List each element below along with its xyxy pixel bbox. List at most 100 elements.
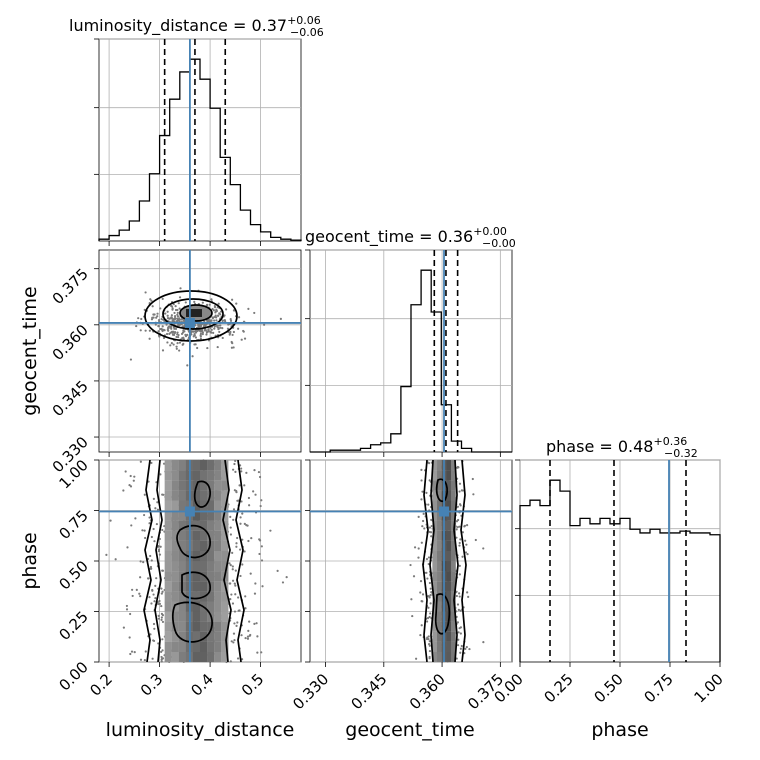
density-cell xyxy=(437,480,442,491)
density-cell xyxy=(207,591,215,602)
scatter-point xyxy=(161,657,165,660)
scatter-point xyxy=(210,328,213,331)
scatter-point xyxy=(221,319,224,322)
scatter-point xyxy=(152,313,156,316)
density-cell xyxy=(221,621,229,632)
scatter-point xyxy=(218,330,221,334)
scatter-point xyxy=(154,584,157,587)
scatter-point xyxy=(427,595,430,598)
density-cell xyxy=(171,561,179,572)
density-cell xyxy=(437,550,442,562)
density-cell xyxy=(178,500,186,511)
scatter-point xyxy=(455,536,458,539)
panel-geocent-time-hist: geocent_time = 0.36+0.00 −0.00 xyxy=(305,225,516,457)
scatter-point xyxy=(170,327,173,330)
scatter-point xyxy=(229,533,233,536)
scatter-point xyxy=(157,614,160,618)
scatter-point xyxy=(459,651,462,654)
scatter-point xyxy=(125,608,129,611)
scatter-point xyxy=(420,624,423,627)
scatter-point xyxy=(455,594,458,598)
scatter-point xyxy=(157,544,160,548)
scatter-point xyxy=(458,541,461,545)
density-cell xyxy=(432,621,438,632)
scatter-point xyxy=(237,596,240,599)
density-cell xyxy=(221,480,229,491)
scatter-point xyxy=(234,470,237,473)
scatter-point xyxy=(429,612,432,615)
scatter-point xyxy=(162,462,166,465)
scatter-point xyxy=(176,308,179,312)
density-cell xyxy=(214,561,222,572)
scatter-point xyxy=(213,327,216,330)
scatter-point xyxy=(166,341,169,344)
scatter-point xyxy=(147,577,150,580)
scatter-point xyxy=(154,597,157,600)
density-cell xyxy=(207,510,215,521)
contour-middle xyxy=(162,298,224,330)
scatter-point xyxy=(186,333,189,336)
truth-crosshair xyxy=(99,250,301,452)
scatter-point xyxy=(410,598,413,601)
scatter-point xyxy=(459,647,462,650)
scatter-point xyxy=(138,592,141,595)
scatter-point xyxy=(240,338,243,341)
scatter-point xyxy=(217,328,220,331)
scatter-point xyxy=(235,489,238,493)
scatter-point xyxy=(181,325,184,328)
density-cell xyxy=(432,490,438,501)
density-cell xyxy=(207,561,215,572)
density-cell xyxy=(446,591,452,602)
density-cell xyxy=(178,611,186,622)
scatter-point xyxy=(458,544,461,547)
scatter-point xyxy=(182,342,185,345)
density-cell xyxy=(446,561,452,572)
scatter-point xyxy=(461,489,464,492)
scatter-point xyxy=(149,565,153,569)
density-cell xyxy=(446,540,452,551)
scatter-point xyxy=(178,317,181,320)
scatter-point xyxy=(420,541,423,544)
density-cell xyxy=(451,591,456,602)
density-cell xyxy=(200,571,208,582)
scatter-point xyxy=(456,621,459,624)
density-cell xyxy=(207,621,215,632)
density-cell xyxy=(432,611,438,622)
scatter-point xyxy=(243,337,247,340)
scatter-point xyxy=(162,493,165,496)
scatter-point xyxy=(250,537,253,540)
density-cell xyxy=(437,500,442,511)
scatter-point xyxy=(425,620,429,623)
ticks xyxy=(305,249,501,457)
scatter-point xyxy=(430,524,433,528)
scatter-point xyxy=(223,318,226,322)
scatter-point xyxy=(234,584,237,587)
scatter-point xyxy=(215,319,218,322)
density-cell xyxy=(171,621,179,632)
scatter-point xyxy=(217,302,220,305)
scatter-point xyxy=(464,551,468,554)
scatter-point xyxy=(238,484,241,487)
scatter-point xyxy=(229,515,232,518)
title-geocent-time: geocent_time = 0.36+0.00 xyxy=(305,225,507,247)
scatter-point xyxy=(173,318,176,321)
scatter-point xyxy=(201,331,205,334)
scatter-point xyxy=(426,617,430,620)
density-cell xyxy=(178,651,186,662)
scatter-point xyxy=(194,331,198,334)
scatter-point xyxy=(133,475,136,478)
scatter-point xyxy=(458,592,461,595)
panel-phase-vs-geocent xyxy=(305,459,513,667)
scatter-point xyxy=(114,558,117,561)
scatter-point xyxy=(233,638,236,642)
scatter-point xyxy=(458,627,461,630)
density-cell xyxy=(200,520,208,531)
density-cell xyxy=(171,470,179,481)
xlabel-phase: phase xyxy=(591,719,648,741)
density-cell xyxy=(171,550,179,562)
ticks xyxy=(94,459,262,667)
scatter-point xyxy=(161,528,164,532)
scatter-point xyxy=(165,332,169,336)
scatter-point xyxy=(243,550,246,553)
density-cell xyxy=(178,591,186,602)
